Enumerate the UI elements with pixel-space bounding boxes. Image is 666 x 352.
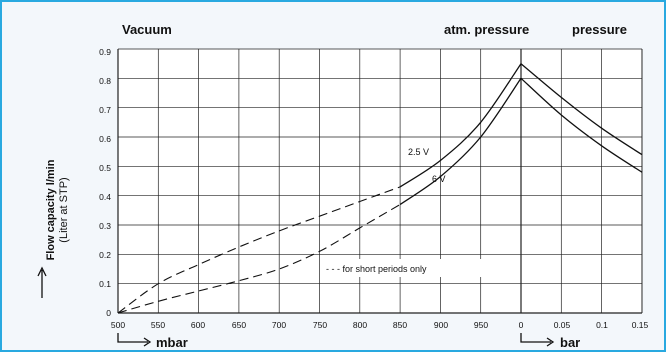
series-6v-vacuum-line — [399, 77, 522, 206]
x-unit-mbar: mbar — [156, 335, 188, 350]
y-tick-label: 0.8 — [99, 76, 111, 86]
y-tick-label: 0.2 — [99, 250, 111, 260]
x-unit-bar: bar — [560, 335, 580, 350]
curve-label-2-5v: 2.5 V — [408, 147, 429, 157]
series-6v-pressure-line — [520, 77, 643, 173]
x-tick-label: 950 — [474, 320, 488, 330]
x-tick-label: 700 — [272, 320, 286, 330]
bar-arrow-icon — [520, 333, 555, 347]
y-tick-label: 0.4 — [99, 192, 111, 202]
series-6v-dashed-line — [117, 204, 401, 314]
x-tick-label: 850 — [393, 320, 407, 330]
header-vacuum: Vacuum — [122, 22, 172, 37]
y-tick-label: 0 — [106, 308, 111, 318]
x-tick-label: 600 — [191, 320, 205, 330]
x-tick-label: 0.05 — [554, 320, 571, 330]
mbar-arrow-icon — [117, 333, 152, 347]
x-tick-label: 550 — [151, 320, 165, 330]
y-tick-label: 0.7 — [99, 105, 111, 115]
y-axis-label-group: Flow capacity l/min (Liter at STP) — [45, 159, 70, 260]
y-tick-label: 0.1 — [99, 279, 111, 289]
x-tick-label: 0.1 — [596, 320, 608, 330]
x-tick-label: 750 — [313, 320, 327, 330]
chart-curves — [117, 63, 643, 314]
series-2-5v-dashed-line — [117, 186, 401, 314]
y-tick-label: 0.9 — [99, 47, 111, 57]
y-axis-label: Flow capacity l/min — [45, 159, 57, 260]
x-tick-label: 0.15 — [632, 320, 649, 330]
curve-label-6v: 6 V — [432, 174, 446, 184]
y-axis-arrow-icon — [37, 266, 47, 298]
x-tick-label: 500 — [111, 320, 125, 330]
x-tick-label: 900 — [434, 320, 448, 330]
series-2-5v-pressure-line — [520, 63, 643, 156]
y-tick-label: 0.6 — [99, 134, 111, 144]
y-tick-label: 0.3 — [99, 221, 111, 231]
legend-note-box — [321, 259, 517, 277]
y-axis-sublabel: (Liter at STP) — [58, 177, 70, 242]
header-pressure: pressure — [572, 22, 627, 37]
x-tick-label: 0 — [519, 320, 524, 330]
x-tick-label: 800 — [353, 320, 367, 330]
header-atm-pressure: atm. pressure — [444, 22, 529, 37]
legend-note: - - - for short periods only — [326, 264, 427, 274]
y-tick-label: 0.5 — [99, 163, 111, 173]
x-tick-label: 650 — [232, 320, 246, 330]
series-2-5v-vacuum-line — [399, 63, 522, 188]
